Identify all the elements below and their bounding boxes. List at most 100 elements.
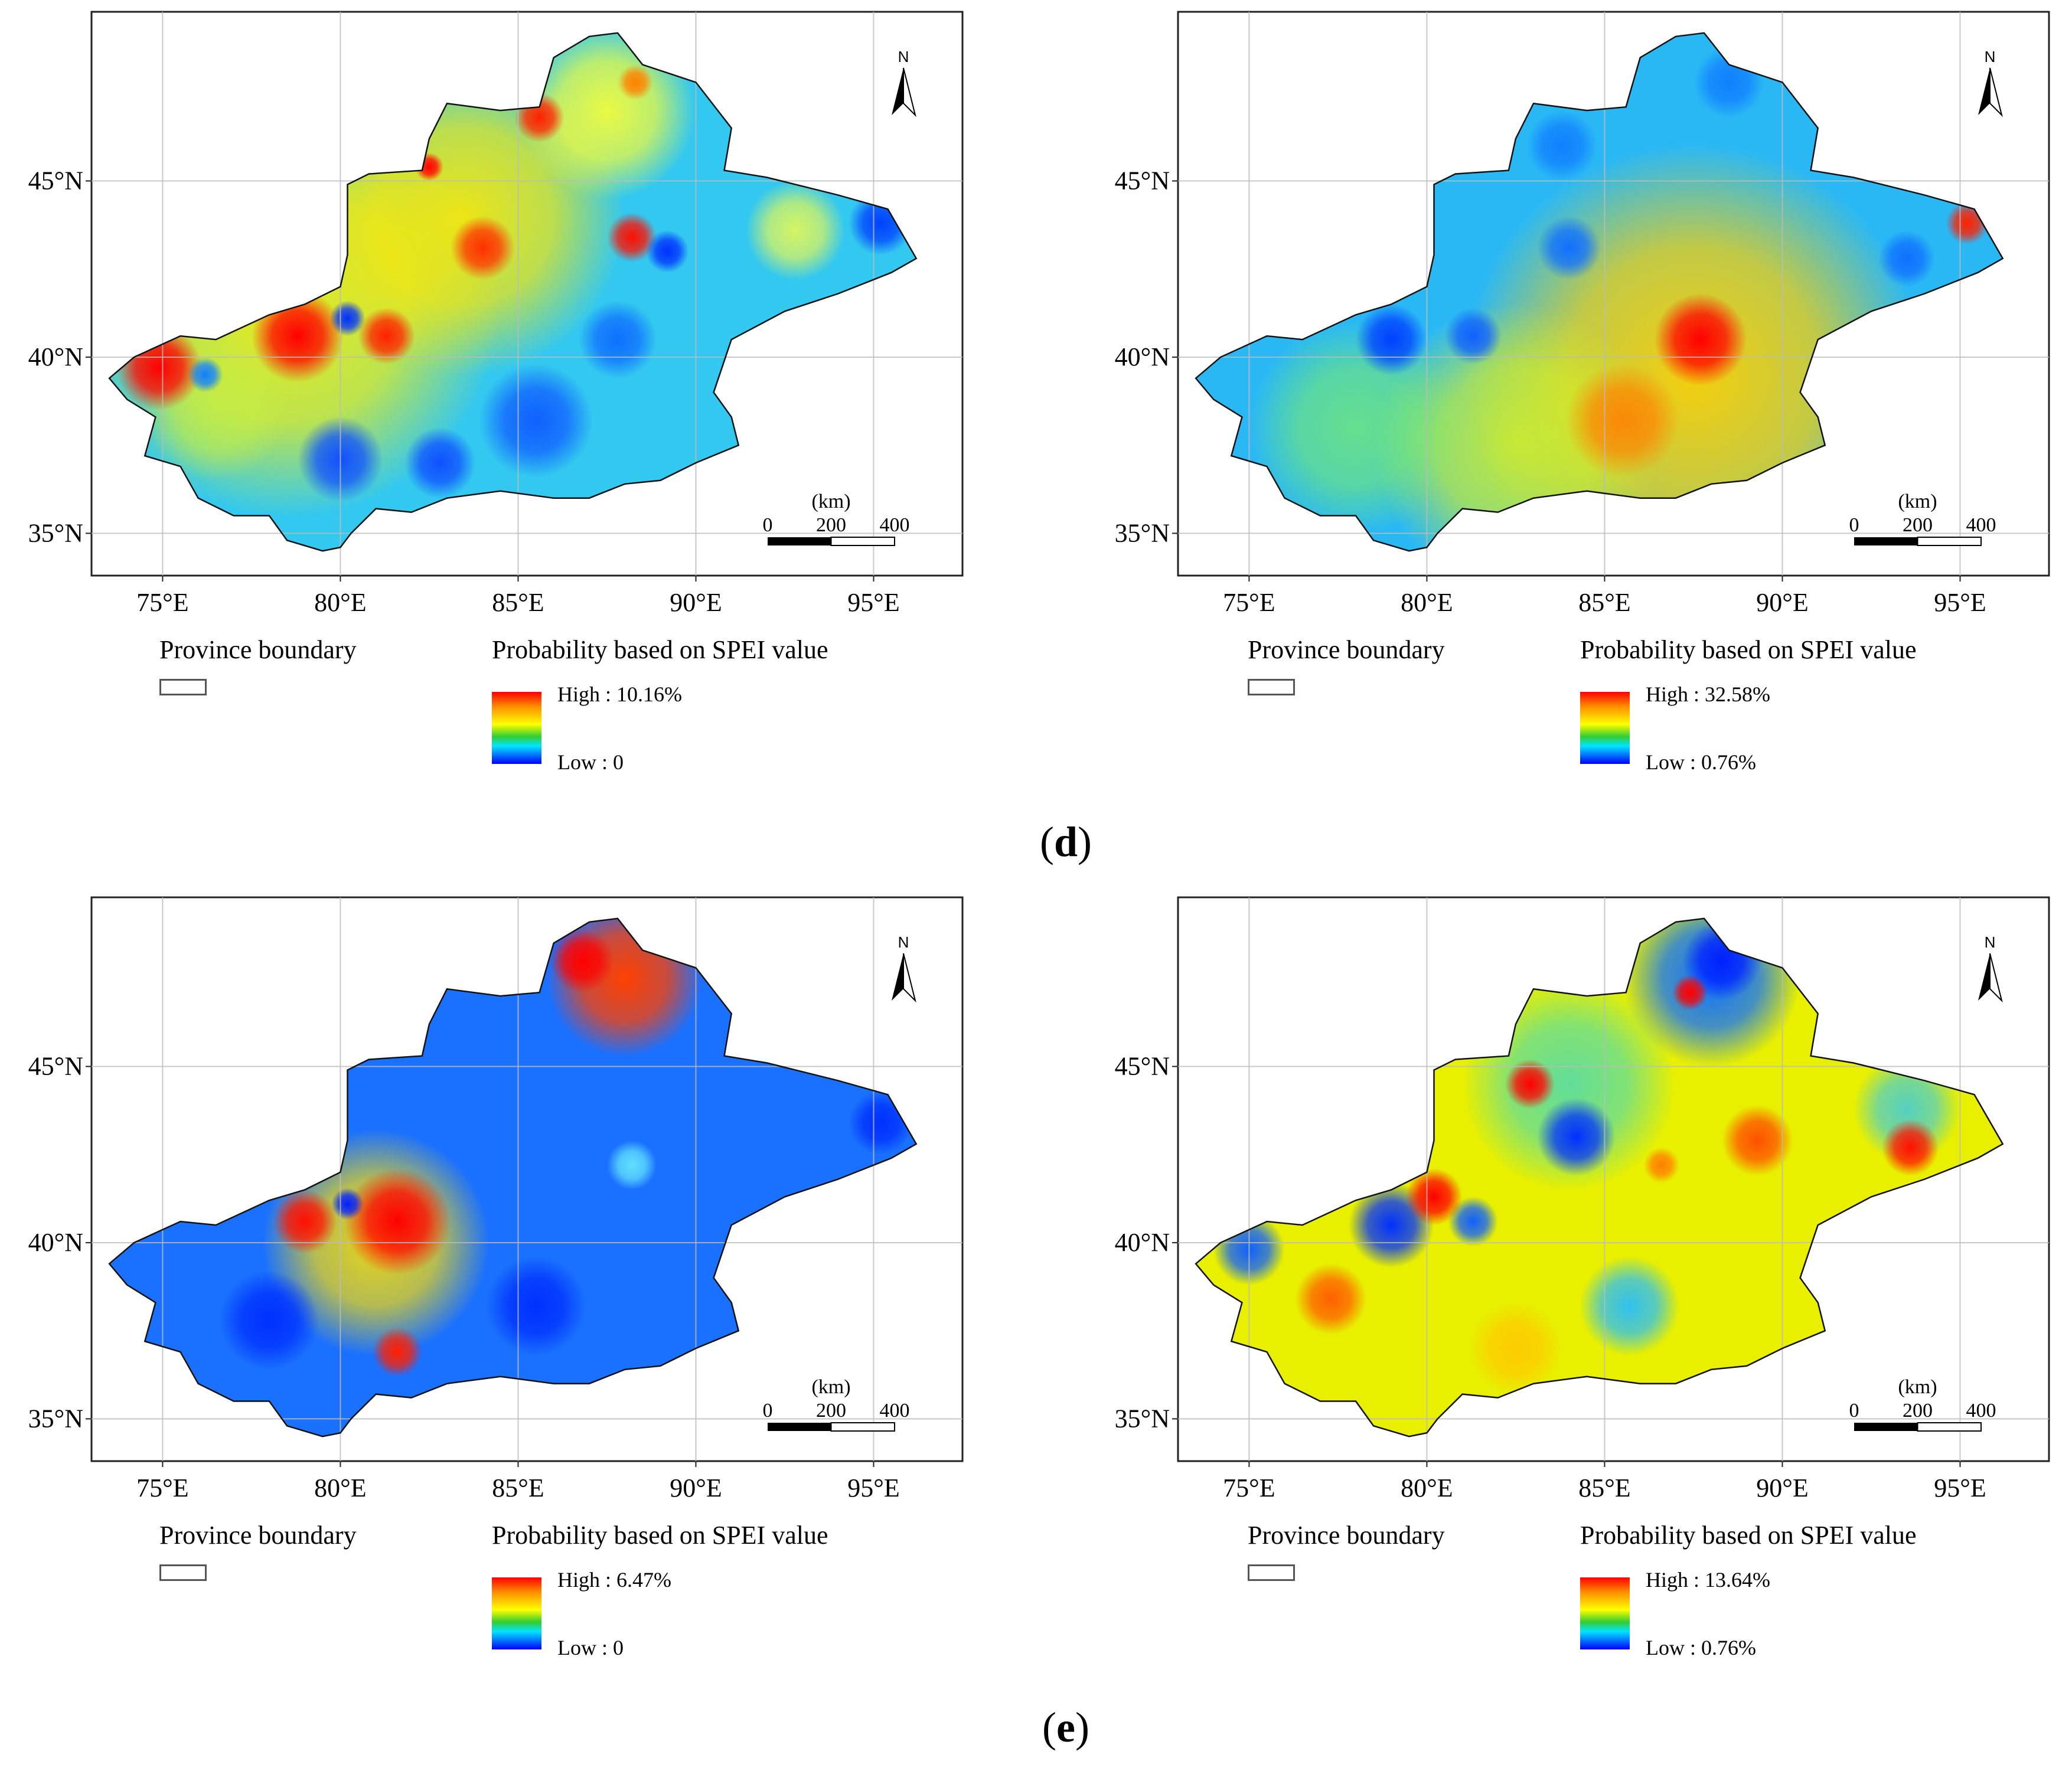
probability-hotspot xyxy=(1580,1256,1679,1356)
province-boundary xyxy=(1195,917,2004,1438)
map-frame xyxy=(90,11,964,577)
lon-tick-label: 85°E xyxy=(492,1474,544,1502)
probability-hotspot xyxy=(550,929,614,993)
probability-hotspot xyxy=(1878,230,1936,287)
north-label: N xyxy=(898,933,909,951)
probability-hotspot xyxy=(273,1189,337,1254)
probability-hotspot xyxy=(358,307,415,365)
lon-tick-label: 75°E xyxy=(136,588,188,617)
boundary-swatch xyxy=(159,1564,207,1581)
lat-tick-label: 35°N xyxy=(28,1404,83,1433)
map-top-right: 75°E 80°E 85°E 90°E 95°E 45°N 40°N 35°N N (km) 0 20… xyxy=(1115,6,2072,617)
map-top-left: 75°E 80°E 85°E 90°E 95°E 45°N 40°N 35°N N (km) 0 20… xyxy=(28,6,1027,617)
map-svg: 75°E 80°E 85°E 90°E 95°E 45°N 40°N 35°N N (km) 0 20… xyxy=(1115,896,2050,1502)
province-boundary xyxy=(1195,32,2004,552)
probability-hotspot xyxy=(849,1090,913,1155)
probability-hotspot xyxy=(1462,977,1676,1191)
legend-prob-title: Probability based on SPEI value xyxy=(1580,635,1917,664)
lat-tick-label: 40°N xyxy=(28,1228,83,1257)
probability-hotspot xyxy=(404,427,476,499)
north-label: N xyxy=(898,48,909,66)
map-bottom-right: 75°E 80°E 85°E 90°E 95°E 45°N 40°N 35°N N (km) 0 20… xyxy=(1115,891,2072,1502)
probability-hotspot xyxy=(1405,1168,1463,1226)
north-arrow-icon: N xyxy=(892,933,916,1003)
scale-bar-white xyxy=(830,1422,895,1432)
probability-hotspot xyxy=(1505,1059,1555,1109)
scale-label: 400 xyxy=(880,1400,910,1422)
probability-hotspot xyxy=(1526,110,1598,182)
scale-unit: (km) xyxy=(811,1376,850,1398)
probability-hotspot xyxy=(1469,1302,1562,1395)
probability-hotspot xyxy=(1565,364,1679,478)
probability-hotspot xyxy=(372,1327,422,1377)
lon-tick-label: 95°E xyxy=(1934,1474,1986,1502)
legend-low: Low : 0.76% xyxy=(1646,750,1756,774)
scale-label: 400 xyxy=(1966,1400,1996,1422)
legend-boundary-title: Province boundary xyxy=(159,635,357,664)
scale-bar-black xyxy=(768,1423,831,1431)
lon-tick-label: 95°E xyxy=(847,588,899,617)
lat-tick-label: 40°N xyxy=(28,342,83,371)
lon-tick-label: 75°E xyxy=(1223,588,1275,617)
lon-tick-label: 90°E xyxy=(670,1474,722,1502)
lon-tick-label: 90°E xyxy=(670,588,722,617)
probability-hotspot xyxy=(116,325,202,411)
probability-hotspot xyxy=(578,300,657,379)
probability-hotspot xyxy=(1295,1263,1367,1335)
lon-tick-label: 90°E xyxy=(1756,588,1808,617)
scale-unit: (km) xyxy=(811,491,850,512)
probability-hotspot xyxy=(1643,1147,1679,1183)
lat-tick-label: 45°N xyxy=(28,166,83,195)
probability-hotspot xyxy=(415,152,444,181)
legend-high: High : 13.64% xyxy=(1646,1568,1770,1592)
scale-label: 400 xyxy=(880,514,910,536)
probability-hotspot xyxy=(1356,303,1427,375)
probability-hotspot xyxy=(1693,47,1765,118)
probability-hotspot xyxy=(187,357,223,393)
probability-hotspot xyxy=(618,64,654,100)
map-bottom-left: 75°E 80°E 85°E 90°E 95°E 45°N 40°N 35°N N (km) 0 20… xyxy=(28,891,1027,1502)
scale-label: 200 xyxy=(1903,1400,1933,1422)
north-arrow-icon: N xyxy=(1978,48,2003,117)
probability-hotspot xyxy=(514,92,565,143)
lon-tick-label: 80°E xyxy=(314,1474,366,1502)
legend-prob-title: Probability based on SPEI value xyxy=(492,1521,828,1550)
map-svg: 75°E 80°E 85°E 90°E 95°E 45°N 40°N 35°N N (km) 0 20… xyxy=(28,896,964,1502)
legend-prob-title: Probability based on SPEI value xyxy=(1580,1521,1917,1550)
lat-tick-label: 45°N xyxy=(28,1052,83,1081)
probability-hotspot xyxy=(1882,1119,1939,1176)
probability-hotspot xyxy=(1448,1196,1498,1247)
probability-hotspot xyxy=(745,180,846,280)
scale-label: 200 xyxy=(816,514,846,536)
legend-low: Low : 0.76% xyxy=(1646,1636,1756,1659)
probability-hotspot xyxy=(1444,307,1502,365)
legend-low: Low : 0 xyxy=(557,1636,624,1659)
lon-tick-label: 85°E xyxy=(1578,588,1630,617)
scale-label: 200 xyxy=(816,1400,846,1422)
lon-tick-label: 80°E xyxy=(1401,588,1453,617)
probability-hotspot xyxy=(606,212,657,263)
map-svg: 75°E 80°E 85°E 90°E 95°E 45°N 40°N 35°N N (km) 0 20… xyxy=(1115,11,2050,617)
lon-tick-label: 85°E xyxy=(1578,1474,1630,1502)
scale-bar-white xyxy=(830,537,895,546)
map-frame xyxy=(90,896,964,1462)
north-label: N xyxy=(1985,48,1996,66)
scale-bar-black xyxy=(768,537,831,545)
probability-hotspot xyxy=(219,1270,319,1370)
probability-hotspot xyxy=(1537,215,1601,280)
north-arrow-icon: N xyxy=(1978,933,2003,1003)
north-arrow-icon: N xyxy=(892,48,916,117)
lat-tick-label: 35°N xyxy=(28,518,83,547)
lon-tick-label: 85°E xyxy=(492,588,544,617)
scale-label: 0 xyxy=(763,514,773,536)
boundary-swatch xyxy=(1248,1564,1295,1581)
legend-high: High : 10.16% xyxy=(557,682,682,706)
map-svg: 75°E 80°E 85°E 90°E 95°E 45°N 40°N 35°N N (km) 0 20… xyxy=(28,11,964,617)
lon-tick-label: 75°E xyxy=(1223,1474,1275,1502)
lat-tick-label: 40°N xyxy=(1115,342,1170,371)
lat-tick-label: 45°N xyxy=(1115,1052,1170,1081)
color-ramp xyxy=(1580,692,1630,764)
probability-hotspot xyxy=(486,1256,586,1356)
lon-tick-label: 90°E xyxy=(1756,1474,1808,1502)
map-frame xyxy=(1177,11,2050,577)
